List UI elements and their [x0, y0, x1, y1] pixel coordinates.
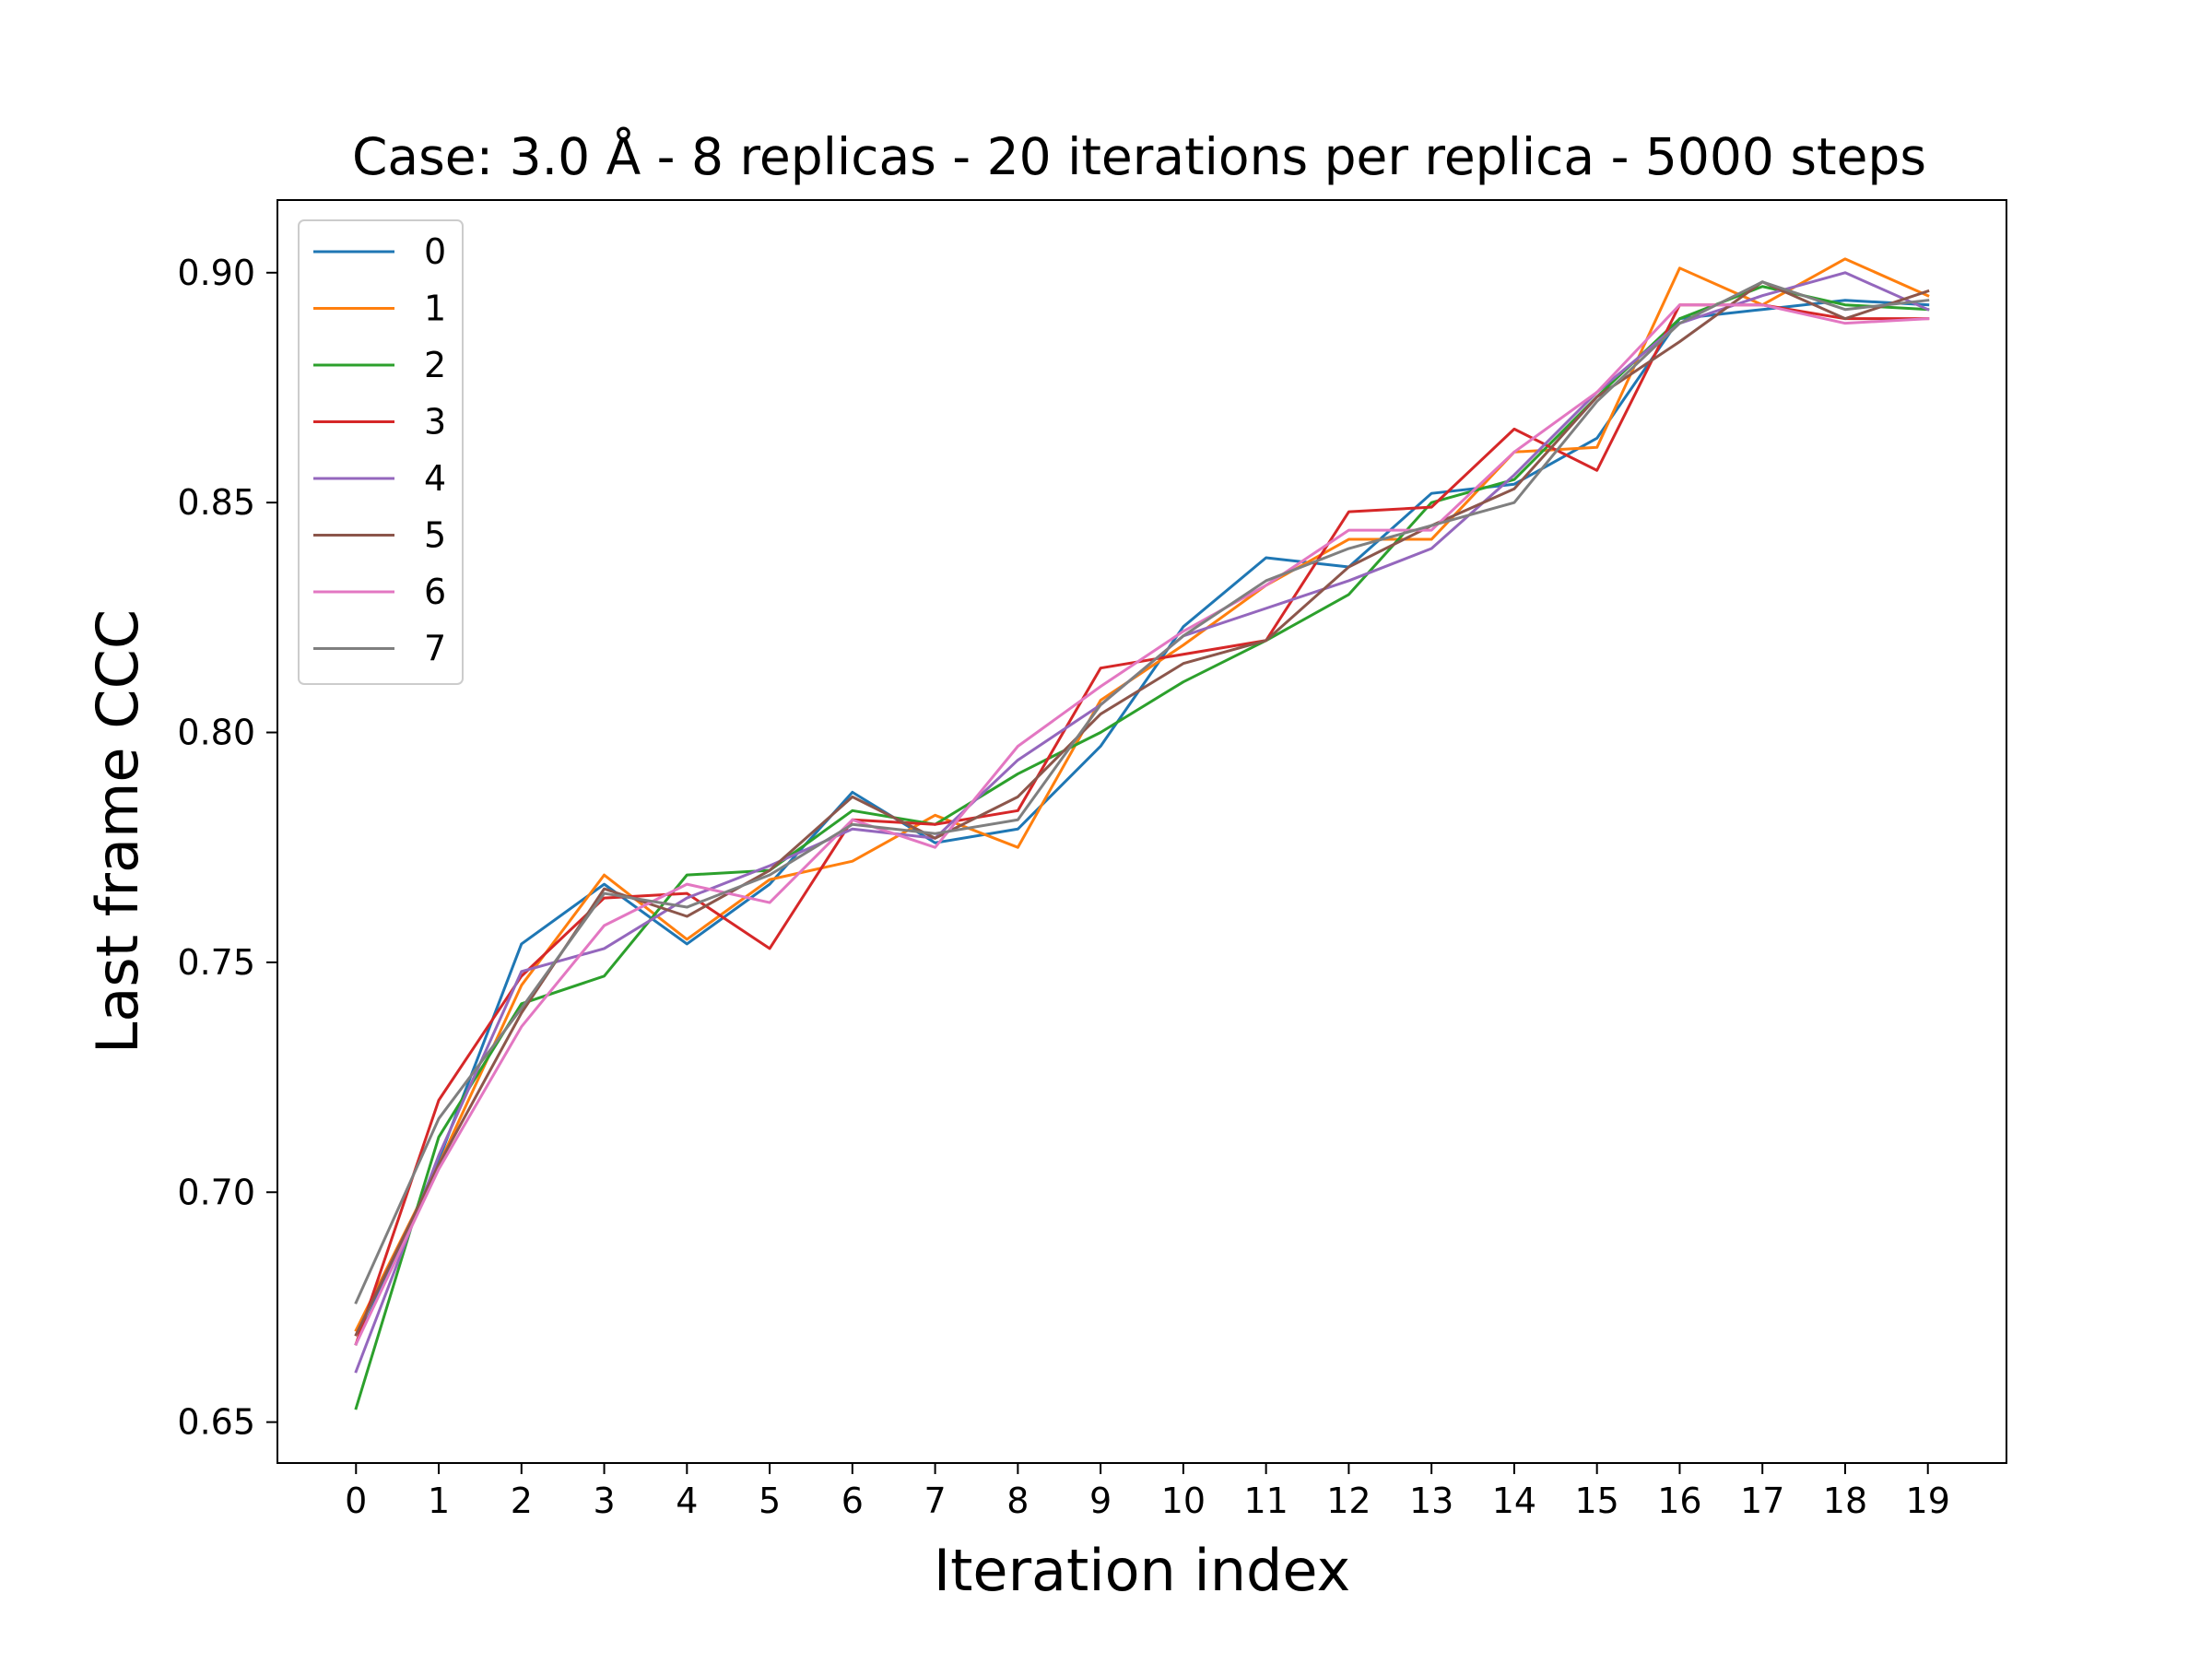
x-tick-label: 13 — [1409, 1481, 1453, 1521]
x-tick-label: 19 — [1906, 1481, 1950, 1521]
legend-label-6: 6 — [424, 572, 446, 612]
legend-label-7: 7 — [424, 629, 446, 669]
x-axis: 0 1 2 3 4 5 6 7 8 9 10 11 12 13 14 15 16 17 18 19 — [345, 1463, 1950, 1521]
x-tick-label: 8 — [1006, 1481, 1029, 1521]
legend-label-4: 4 — [424, 458, 446, 499]
x-tick-label: 17 — [1740, 1481, 1784, 1521]
x-tick-label: 16 — [1657, 1481, 1701, 1521]
x-tick-label: 5 — [759, 1481, 781, 1521]
legend-label-0: 0 — [424, 231, 446, 272]
x-tick-label: 10 — [1161, 1481, 1206, 1521]
chart-title: Case: 3.0 Å - 8 replicas - 20 iterations… — [352, 126, 1926, 186]
y-tick-label: 0.70 — [177, 1172, 255, 1212]
x-tick-label: 0 — [345, 1481, 367, 1521]
y-tick-label: 0.65 — [177, 1402, 255, 1443]
y-tick-label: 0.75 — [177, 942, 255, 983]
x-axis-label: Iteration index — [934, 1537, 1350, 1604]
plot-area-frame — [276, 199, 2007, 1464]
x-tick-label: 1 — [428, 1481, 450, 1521]
x-tick-label: 6 — [841, 1481, 864, 1521]
x-tick-label: 9 — [1089, 1481, 1112, 1521]
series-line-3 — [354, 303, 1930, 1346]
legend-label-3: 3 — [424, 402, 446, 443]
x-tick-label: 2 — [511, 1481, 533, 1521]
x-tick-label: 3 — [593, 1481, 615, 1521]
y-tick-label: 0.85 — [177, 482, 255, 523]
series-line-7 — [354, 280, 1930, 1304]
series-line-2 — [354, 285, 1930, 1410]
legend: 0 1 2 3 4 5 6 7 — [298, 219, 464, 685]
x-tick-label: 14 — [1492, 1481, 1536, 1521]
x-tick-label: 11 — [1243, 1481, 1288, 1521]
y-tick-label: 0.80 — [177, 713, 255, 753]
legend-label-5: 5 — [424, 515, 446, 556]
series-line-5 — [354, 280, 1930, 1337]
series-line-6 — [354, 303, 1930, 1346]
x-tick-label: 18 — [1823, 1481, 1867, 1521]
series-lines — [354, 257, 1930, 1410]
legend-label-2: 2 — [424, 345, 446, 385]
series-line-1 — [354, 257, 1930, 1332]
y-axis: 0.65 0.70 0.75 0.80 0.85 0.90 — [177, 253, 277, 1443]
x-tick-label: 4 — [676, 1481, 698, 1521]
legend-frame — [298, 219, 464, 685]
series-line-0 — [354, 299, 1930, 1346]
legend-label-1: 1 — [424, 289, 446, 329]
y-axis-label: Last frame CCC — [84, 609, 151, 1054]
series-line-4 — [354, 271, 1930, 1374]
x-tick-label: 7 — [924, 1481, 947, 1521]
x-tick-label: 15 — [1575, 1481, 1619, 1521]
x-tick-label: 12 — [1326, 1481, 1371, 1521]
y-tick-label: 0.90 — [177, 253, 255, 293]
